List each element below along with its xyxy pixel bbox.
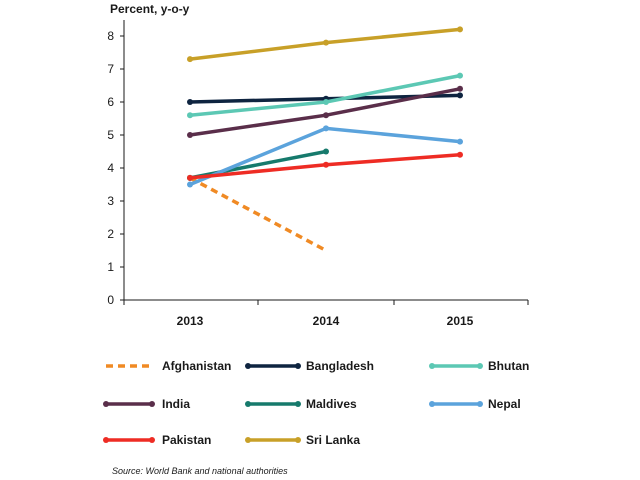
legend-label-india: India [162, 397, 190, 411]
data-point-nepal [323, 125, 329, 132]
data-point-bhutan [457, 72, 463, 79]
legend-dot [245, 363, 251, 369]
y-tick-label: 2 [107, 227, 114, 241]
y-tick-label: 5 [107, 128, 114, 142]
legend-label-bangladesh: Bangladesh [306, 359, 374, 373]
legend-dot [477, 363, 483, 369]
series-line-afghanistan [189, 176, 327, 253]
data-point-sri-lanka [187, 56, 193, 63]
data-point-pakistan [323, 161, 329, 168]
legend-dot [103, 401, 109, 407]
legend-label-bhutan: Bhutan [488, 359, 529, 373]
legend-label-sri-lanka: Sri Lanka [306, 433, 360, 447]
y-ticks: 0 1 2 3 4 5 6 7 8 [107, 29, 124, 307]
x-tick-label: 2015 [447, 314, 474, 328]
legend-dot [295, 437, 301, 443]
legend-label-maldives: Maldives [306, 397, 357, 411]
legend-dot [245, 437, 251, 443]
legend-dot [429, 401, 435, 407]
x-ticks: 2013 2014 2015 [123, 300, 529, 328]
data-point-nepal [457, 138, 463, 145]
y-tick-label: 3 [107, 194, 114, 208]
data-point-maldives [323, 148, 329, 155]
series-lines [187, 26, 463, 253]
data-point-bangladesh [187, 99, 193, 105]
legend-dot [245, 401, 251, 407]
y-tick-label: 7 [107, 62, 114, 76]
legend-label-afghanistan: Afghanistan [162, 359, 231, 373]
legend-label-pakistan: Pakistan [162, 433, 211, 447]
data-point-sri-lanka [323, 39, 329, 46]
data-point-nepal [187, 181, 193, 188]
y-axis-label: Percent, y-o-y [110, 2, 190, 16]
x-tick-label: 2013 [177, 314, 204, 328]
y-tick-label: 8 [107, 29, 114, 43]
legend-dot [295, 363, 301, 369]
x-tick-label: 2014 [313, 314, 340, 328]
data-point-india [187, 132, 193, 138]
data-point-pakistan [457, 151, 463, 158]
data-point-sri-lanka [457, 26, 463, 33]
data-point-bangladesh [457, 92, 463, 99]
legend-dot [149, 401, 155, 407]
data-point-pakistan [187, 174, 193, 181]
y-tick-label: 1 [107, 260, 114, 274]
data-point-bhutan [187, 112, 193, 119]
y-tick-label: 4 [107, 161, 114, 175]
legend-dot [103, 437, 109, 443]
source-note: Source: World Bank and national authorit… [112, 466, 288, 476]
legend: Afghanistan Bangladesh Bhutan India Maldives… [103, 359, 529, 447]
legend-dot [149, 437, 155, 443]
data-point-india [457, 85, 463, 92]
data-point-india [323, 112, 329, 119]
data-point-bhutan [323, 99, 329, 105]
legend-label-nepal: Nepal [488, 397, 521, 411]
legend-dot [429, 363, 435, 369]
y-tick-label: 0 [107, 293, 114, 307]
y-tick-label: 6 [107, 95, 114, 109]
legend-dot [295, 401, 301, 407]
legend-dot [477, 401, 483, 407]
